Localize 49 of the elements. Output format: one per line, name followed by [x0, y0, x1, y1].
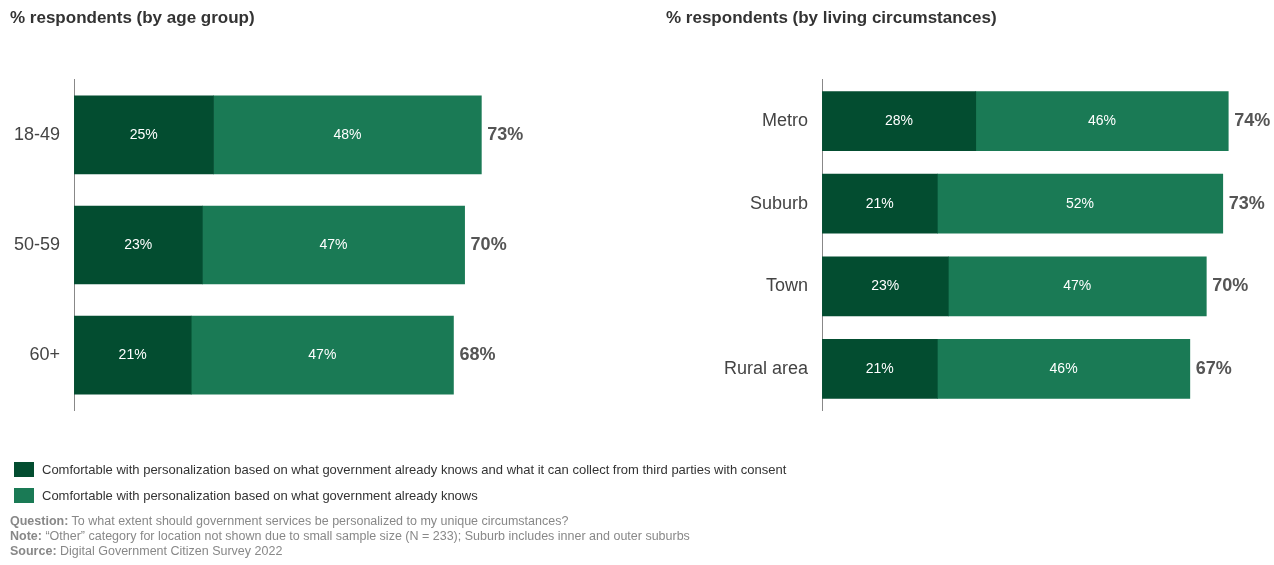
- legend-label: Comfortable with personalization based on what government already knows: [42, 487, 478, 503]
- data-label: 23%: [871, 277, 900, 294]
- data-label: 21%: [865, 359, 894, 376]
- bar: [822, 339, 938, 399]
- data-label: 48%: [333, 125, 362, 142]
- bar: [975, 91, 1229, 151]
- text: Note: “Other” category for location not shown due to small sample size (N = 233); Suburb includes inner and outer suburbs: [10, 529, 690, 544]
- bar: [190, 315, 454, 395]
- data-label: 21%: [118, 345, 147, 362]
- y-tick-label: Metro: [762, 110, 809, 131]
- total-label: 74%: [1234, 110, 1271, 131]
- y-tick-label: 60+: [29, 344, 61, 365]
- bar: [822, 173, 938, 234]
- chart-title: % respondents (by living circumstances): [666, 8, 997, 28]
- bar: [213, 95, 482, 175]
- bar: [822, 91, 977, 151]
- total-label: 68%: [459, 344, 496, 365]
- bar: [936, 339, 1191, 399]
- data-label: 25%: [129, 125, 158, 142]
- bar: [822, 256, 949, 317]
- bar: [202, 205, 465, 285]
- total-label: 73%: [1228, 192, 1265, 213]
- bar: [947, 256, 1207, 317]
- y-tick-label: 18-49: [13, 123, 61, 144]
- data-label: 52%: [1066, 194, 1095, 211]
- data-label: 47%: [308, 345, 337, 362]
- data-label: 21%: [865, 194, 894, 211]
- bar: [936, 173, 1224, 234]
- y-tick-label: Rural area: [723, 357, 810, 378]
- total-label: 73%: [487, 123, 524, 144]
- bar: [74, 95, 214, 175]
- chart-title: % respondents (by age group): [10, 8, 255, 28]
- y-tick-label: Town: [766, 275, 809, 296]
- data-label: 23%: [124, 235, 153, 252]
- y-tick-label: 50-59: [13, 233, 61, 254]
- data-label: 47%: [319, 235, 348, 252]
- total-label: 70%: [470, 233, 507, 254]
- bar: [74, 205, 203, 285]
- total-label: 67%: [1195, 357, 1232, 378]
- total-label: 70%: [1212, 275, 1249, 296]
- data-label: 46%: [1087, 111, 1117, 128]
- y-tick-label: Suburb: [749, 192, 809, 213]
- text: Question: To what extent should government services be personalized to my unique circumstances?: [10, 514, 570, 529]
- data-label: 46%: [1049, 359, 1078, 376]
- data-label: 47%: [1063, 277, 1092, 294]
- legend-label: Comfortable with personalization based on what government already knows and what it can collect from third parties with consent: [42, 461, 787, 477]
- data-label: 28%: [884, 111, 913, 128]
- bar: [74, 315, 192, 395]
- source-note: Source: Digital Government Citizen Survey 2022: [10, 544, 284, 559]
